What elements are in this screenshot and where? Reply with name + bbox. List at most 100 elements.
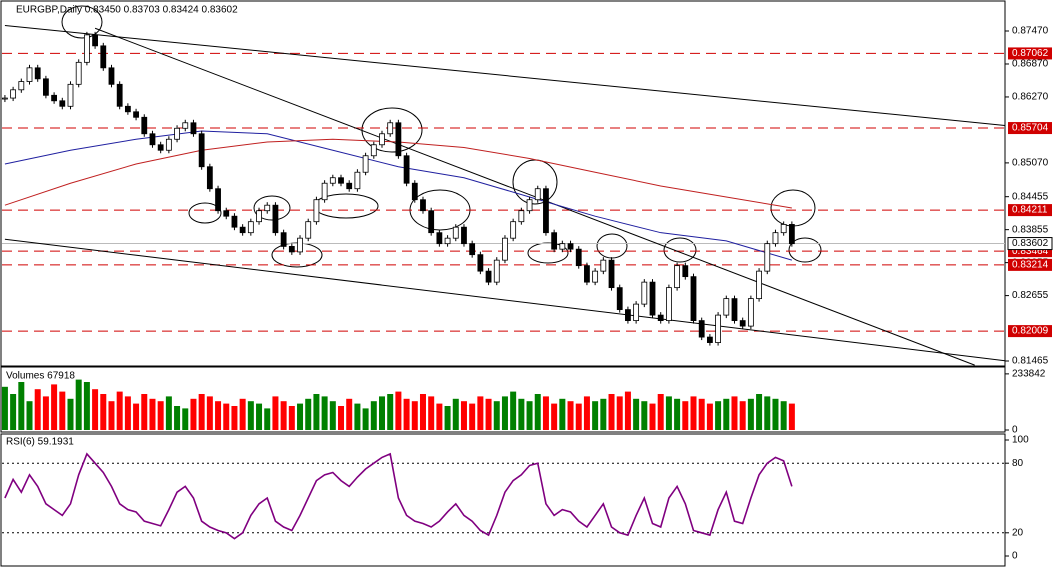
candle — [305, 221, 312, 239]
level-label: 0.87062 — [1012, 48, 1049, 59]
candle — [616, 287, 623, 311]
y-tick-label: 233842 — [1012, 369, 1046, 380]
volume-bar — [256, 403, 263, 430]
volume-bar — [682, 401, 689, 430]
candle — [198, 133, 205, 168]
candle — [362, 155, 369, 173]
candle — [625, 309, 631, 322]
volume-bar — [428, 396, 435, 430]
volume-bar — [10, 394, 17, 430]
volume-bar — [723, 398, 730, 430]
volume-bar — [272, 396, 279, 430]
circle — [271, 242, 323, 268]
volume-bar — [280, 401, 287, 430]
candle — [690, 276, 697, 322]
candle — [543, 188, 549, 234]
candle — [649, 281, 656, 316]
volume-bar — [616, 396, 623, 430]
candle — [223, 210, 230, 217]
volume-bar — [75, 379, 82, 430]
volume-bar — [313, 394, 320, 430]
candle — [67, 83, 74, 107]
volume-bar — [198, 394, 205, 430]
y-tick-label: 0.86270 — [1012, 92, 1049, 103]
candle — [420, 199, 426, 212]
volume-bar — [567, 401, 574, 430]
volume-bar — [510, 391, 517, 430]
level-label-box — [1008, 325, 1052, 338]
volume-bar — [739, 401, 746, 430]
volume-bar — [321, 396, 328, 430]
candle — [411, 182, 418, 201]
candle — [329, 177, 336, 184]
candle — [608, 259, 615, 289]
candle — [370, 144, 377, 157]
volume-bar — [34, 389, 41, 430]
volume-bar — [485, 398, 492, 430]
candle — [715, 314, 721, 343]
candle — [354, 171, 361, 190]
volume-bar — [165, 396, 172, 430]
volume-bar — [559, 398, 566, 430]
volume-bar — [501, 396, 508, 430]
volume-bar — [731, 396, 738, 430]
candle — [575, 248, 582, 267]
candle — [764, 243, 771, 272]
candle — [493, 259, 500, 283]
volume-bar — [141, 394, 148, 430]
candle — [321, 182, 328, 201]
candle — [34, 67, 41, 80]
volume-bar — [518, 398, 525, 430]
candle — [182, 122, 189, 129]
volume-bar — [772, 398, 779, 430]
candle — [452, 226, 459, 239]
y-tick-label: 0.81465 — [1012, 356, 1049, 367]
volume-bar — [108, 401, 115, 430]
volume-bar — [239, 398, 246, 430]
candle — [518, 210, 525, 223]
main-panel — [0, 0, 1006, 367]
volume-bar — [59, 391, 66, 430]
volume-bar — [411, 401, 418, 430]
volume-bar — [788, 403, 795, 430]
volume-title: Volumes 67918 — [6, 371, 75, 382]
candle — [43, 78, 49, 96]
volume-bar — [83, 382, 90, 430]
circle — [788, 237, 822, 263]
volume-bar — [452, 398, 459, 430]
candle — [674, 265, 681, 289]
candle — [444, 237, 451, 245]
volume-bar — [436, 403, 443, 430]
volume-bar — [206, 396, 213, 430]
last-price-box — [1007, 237, 1053, 251]
candle — [510, 221, 517, 239]
candle — [190, 122, 197, 135]
volume-bar — [419, 394, 426, 430]
chart-title: EURGBP,Daily 0.83450 0.83703 0.83424 0.8… — [16, 5, 238, 16]
candle — [633, 303, 640, 322]
candle — [698, 320, 705, 338]
volume-bar — [747, 398, 754, 430]
candle — [75, 61, 82, 85]
candle — [551, 232, 558, 250]
volume-bar — [575, 403, 582, 430]
circle — [663, 237, 697, 263]
volume-bar — [182, 408, 189, 430]
volume-bar — [706, 403, 713, 430]
volume-bar — [674, 398, 681, 430]
level-label-box — [1008, 204, 1052, 217]
candle — [59, 100, 66, 107]
volume-bar — [215, 401, 222, 430]
volume-bar — [698, 398, 705, 430]
candle — [116, 83, 123, 107]
volume-bar — [174, 406, 181, 430]
candle — [165, 138, 172, 151]
candle — [297, 237, 303, 253]
volume-bar — [288, 406, 295, 430]
candle — [247, 221, 254, 234]
volume-bar — [624, 391, 631, 430]
volume-bar — [305, 398, 312, 430]
candle — [256, 210, 262, 223]
volume-bar — [378, 396, 385, 430]
